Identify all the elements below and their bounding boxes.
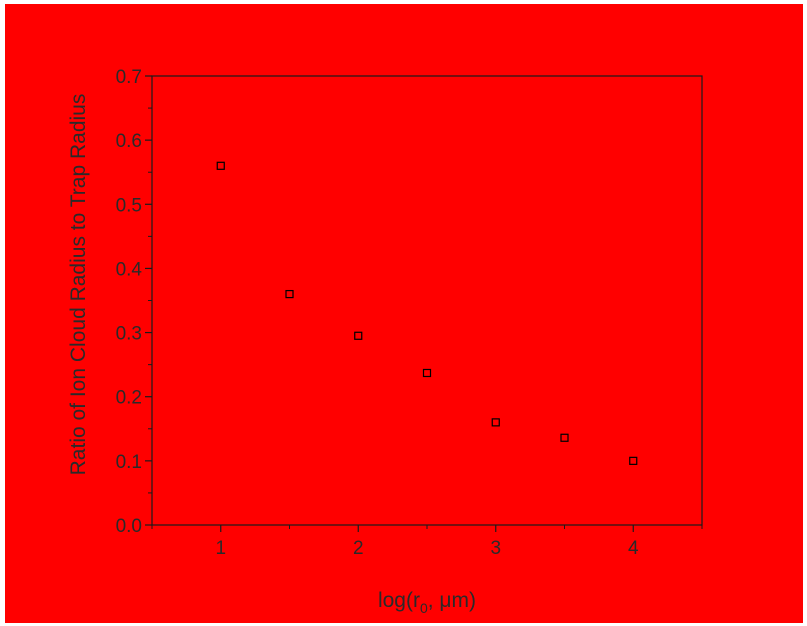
x-tick-label: 3 [490,538,501,559]
chart-frame: 1 2 3 4 0.0 0.1 0.2 0.3 0.4 0.5 0.6 0.7 log(r0, μm… [5,4,803,623]
x-axis-title-post: , μm) [428,589,476,612]
x-tick-label: 2 [353,538,364,559]
y-axis-title: Ratio of Ion Cloud Radius to Trap Radius [67,94,90,476]
data-point-marker [491,418,500,427]
data-point-marker [629,456,638,465]
y-tick-label: 0.7 [116,67,142,88]
y-tick-label: 0.5 [116,195,142,216]
scatter-chart: 1 2 3 4 0.0 0.1 0.2 0.3 0.4 0.5 0.6 0.7 log(r0, μm… [5,4,803,623]
y-tick-label: 0.0 [116,516,142,537]
y-tick-label: 0.1 [116,452,142,473]
data-points [216,161,638,465]
x-axis-ticks: 1 2 3 4 [151,525,703,559]
data-point-marker [354,331,363,340]
x-tick-label: 4 [628,538,639,559]
data-point-marker [422,368,432,378]
data-point-marker [285,289,294,299]
chart-background [5,4,803,623]
x-axis-title-pre: log(r [378,589,420,612]
x-axis-title: log(r0, μm) [378,589,476,616]
y-tick-label: 0.6 [116,131,142,152]
y-tick-label: 0.4 [116,259,143,280]
data-point-marker [560,433,569,442]
data-point-marker [216,161,225,170]
y-tick-label: 0.3 [116,324,142,345]
y-axis-ticks: 0.0 0.1 0.2 0.3 0.4 0.5 0.6 0.7 [116,67,152,537]
x-tick-label: 1 [215,538,226,559]
x-axis-title-sub: 0 [420,600,428,616]
y-tick-label: 0.2 [116,388,142,409]
